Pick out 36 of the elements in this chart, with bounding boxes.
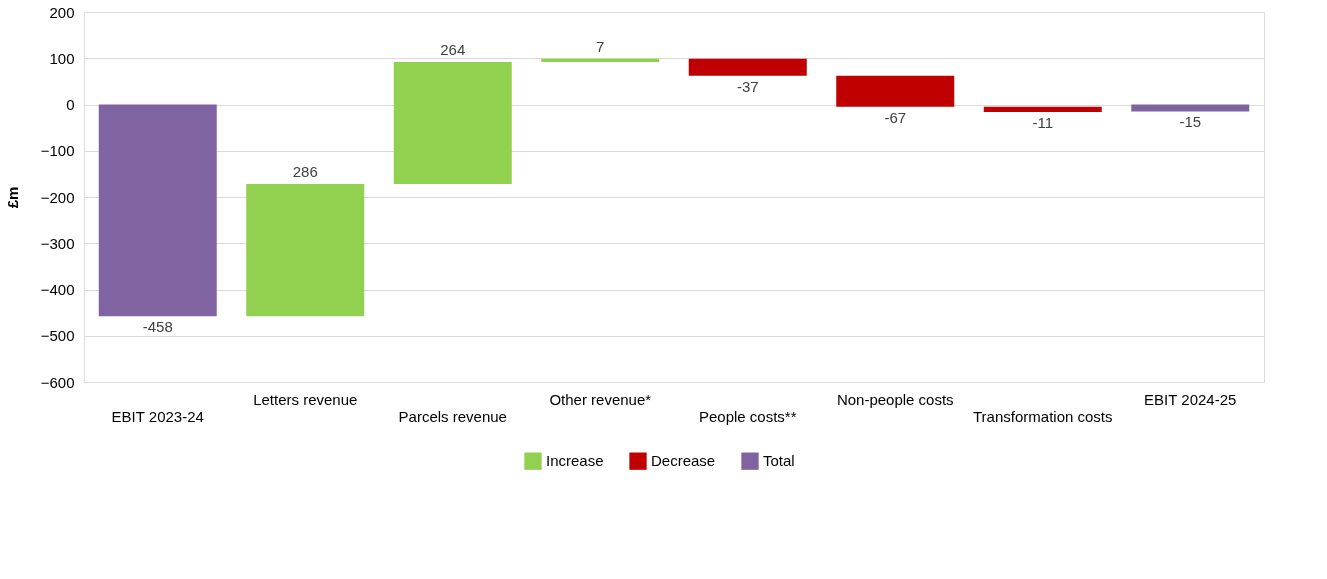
y-axis-title: £m xyxy=(3,186,21,209)
y-tick-label: −600 xyxy=(40,373,75,391)
data-label: 286 xyxy=(292,163,318,181)
data-label: -15 xyxy=(1179,113,1202,131)
bar xyxy=(393,61,512,185)
x-tick-label: EBIT 2023-24 xyxy=(111,407,204,425)
x-tick-label: Parcels revenue xyxy=(398,407,507,425)
y-tick-label: −100 xyxy=(40,142,75,160)
y-tick-label: −200 xyxy=(40,188,75,206)
data-label: -67 xyxy=(884,108,907,126)
data-label: -458 xyxy=(142,318,173,336)
y-tick-label: −400 xyxy=(40,281,75,298)
y-tick-label: −300 xyxy=(40,234,75,252)
data-label: 264 xyxy=(440,40,466,58)
legend-label: Increase xyxy=(546,452,604,470)
x-tick-label: Other revenue* xyxy=(549,390,652,408)
data-label: -11 xyxy=(1032,113,1054,131)
bar xyxy=(688,58,807,76)
bar xyxy=(836,75,955,107)
x-tick-label: Non-people costs xyxy=(836,390,954,408)
x-tick-label: EBIT 2024-25 xyxy=(1144,390,1237,408)
bar xyxy=(541,58,660,62)
bar xyxy=(98,104,217,317)
bar xyxy=(246,184,365,317)
legend-label: Decrease xyxy=(651,452,716,470)
y-tick-label: −500 xyxy=(40,327,75,345)
y-tick-label: 100 xyxy=(49,49,75,67)
y-tick-label: 0 xyxy=(66,96,75,113)
y-tick-label: 200 xyxy=(49,3,75,21)
data-label: -37 xyxy=(736,77,759,95)
x-tick-label: Transformation costs xyxy=(973,407,1113,425)
x-tick-label: People costs** xyxy=(698,407,797,425)
data-label: 7 xyxy=(596,37,605,55)
legend-label: Total xyxy=(763,452,795,470)
x-tick-label: Letters revenue xyxy=(253,390,358,408)
bar xyxy=(983,106,1102,112)
